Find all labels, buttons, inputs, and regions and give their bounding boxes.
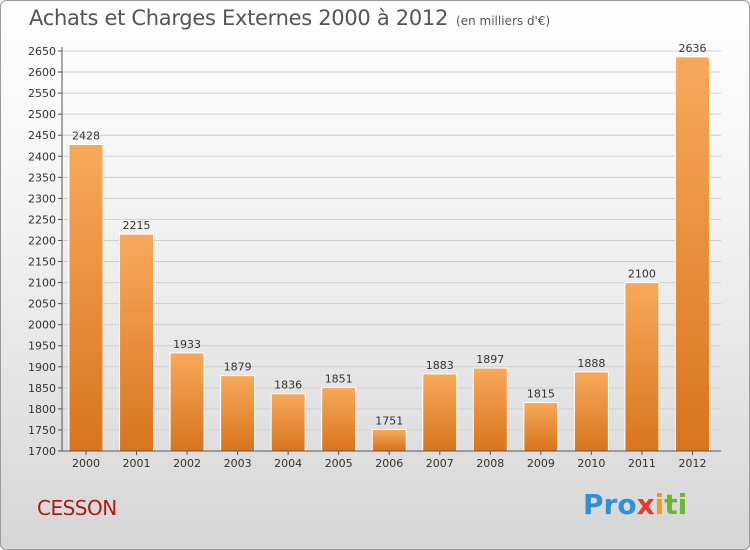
x-tick-label: 2010 [577, 457, 605, 470]
data-label: 2215 [123, 219, 151, 232]
x-tick-label: 2012 [678, 457, 706, 470]
y-tick-label: 2500 [28, 108, 56, 121]
x-tick-label: 2005 [325, 457, 353, 470]
y-tick-label: 2450 [28, 129, 56, 142]
y-tick-label: 1900 [28, 361, 56, 374]
chart-title-text: Achats et Charges Externes 2000 à 2012 [29, 6, 449, 30]
y-tick-label: 2650 [28, 45, 56, 58]
x-tick-label: 2007 [426, 457, 454, 470]
y-tick-label: 1700 [28, 445, 56, 458]
y-tick-label: 2150 [28, 256, 56, 269]
x-tick-label: 2001 [123, 457, 151, 470]
bar-2009 [523, 402, 559, 452]
bar-2004 [270, 393, 306, 452]
chart-title: Achats et Charges Externes 2000 à 2012 (e… [29, 6, 550, 30]
y-tick-label: 2100 [28, 277, 56, 290]
x-tick-label: 2006 [375, 457, 403, 470]
bar-2000 [68, 143, 104, 452]
x-tick-label: 2004 [274, 457, 302, 470]
bar-2010 [573, 371, 609, 452]
bars [68, 56, 710, 452]
x-tick-label: 2011 [628, 457, 656, 470]
bar-2012 [674, 56, 710, 452]
bar-2007 [422, 373, 458, 452]
data-label: 1933 [173, 338, 201, 351]
data-label: 1751 [375, 415, 403, 428]
data-label: 2100 [628, 268, 656, 281]
data-label: 1879 [224, 361, 252, 374]
x-tick-label: 2008 [476, 457, 504, 470]
bar-2008 [472, 367, 508, 452]
y-tick-label: 1950 [28, 340, 56, 353]
labels: 1700 1750 1800 1850 1900 1950 2000 2050 2100 2150… [28, 42, 706, 470]
y-tick-label: 2200 [28, 234, 56, 247]
data-label: 1897 [476, 353, 504, 366]
y-tick-label: 2550 [28, 87, 56, 100]
bar-2001 [119, 233, 155, 452]
data-label: 2428 [72, 129, 100, 142]
y-tick-label: 2400 [28, 150, 56, 163]
chart-subtitle: (en milliers d'€) [456, 14, 551, 28]
y-tick-label: 2250 [28, 213, 56, 226]
logo-part-3: i [654, 488, 665, 521]
y-tick-label: 2050 [28, 298, 56, 311]
bar-2011 [624, 282, 660, 452]
bar-2002 [169, 352, 205, 452]
y-tick-label: 1800 [28, 403, 56, 416]
bar-2003 [220, 375, 256, 452]
data-label: 2636 [678, 42, 706, 55]
data-label: 1815 [527, 388, 555, 401]
place-name: CESSON [37, 496, 117, 520]
logo-part-1: Pro [583, 488, 637, 521]
y-tick-label: 2000 [28, 319, 56, 332]
grid-lines [62, 50, 721, 452]
bar-2005 [321, 386, 357, 452]
logo-part-4: ti [664, 488, 688, 521]
bar-2006 [371, 429, 407, 452]
x-tick-label: 2003 [224, 457, 252, 470]
y-tick-label: 1850 [28, 382, 56, 395]
x-tick-label: 2009 [527, 457, 555, 470]
y-tick-label: 2600 [28, 66, 56, 79]
x-tick-label: 2002 [173, 457, 201, 470]
y-tick-label: 1750 [28, 424, 56, 437]
axes [58, 47, 721, 455]
y-tick-label: 2350 [28, 171, 56, 184]
proxiti-logo: Proxiti [583, 488, 687, 521]
data-label: 1851 [325, 372, 353, 385]
data-label: 1888 [577, 357, 605, 370]
logo-part-2: x [636, 488, 655, 521]
y-tick-label: 2300 [28, 192, 56, 205]
data-label: 1883 [426, 359, 454, 372]
x-tick-label: 2000 [72, 457, 100, 470]
data-label: 1836 [274, 379, 302, 392]
